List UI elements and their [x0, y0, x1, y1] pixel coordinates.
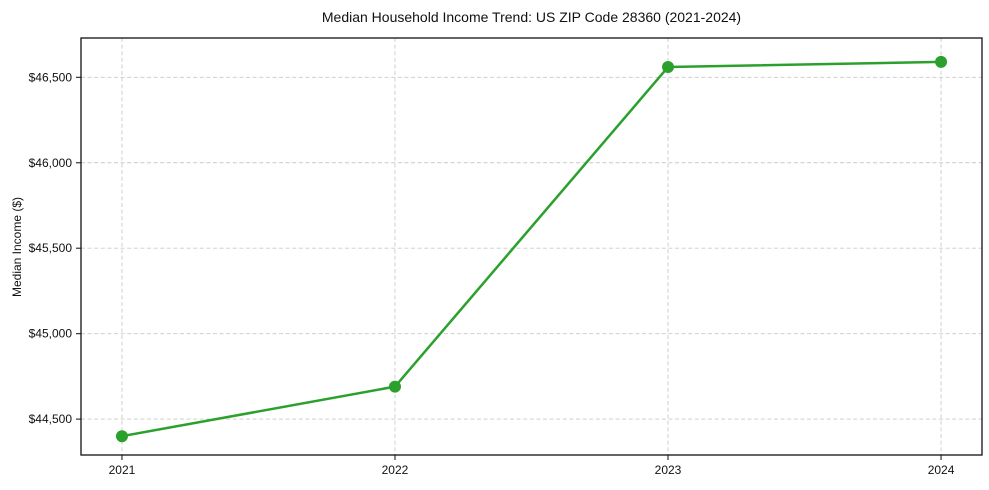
data-point-2021: [115, 430, 128, 443]
y-tick-label: $46,500: [29, 70, 73, 84]
y-axis-label: Median Income ($): [10, 196, 24, 298]
data-point-2024: [935, 55, 948, 68]
x-tick-label: 2022: [382, 463, 409, 477]
y-tick-label: $45,000: [29, 327, 73, 341]
y-tick-label: $44,500: [29, 412, 73, 426]
y-tick-label: $46,000: [29, 156, 73, 170]
data-point-2022: [388, 380, 401, 393]
plot-frame: [80, 37, 983, 456]
trend-line: [120, 60, 943, 438]
chart-title: Median Household Income Trend: US ZIP Co…: [321, 9, 742, 25]
x-tick-label: 2024: [928, 463, 955, 477]
data-point-2023: [662, 61, 675, 74]
x-tick-label: 2021: [109, 463, 136, 477]
y-tick-label: $45,500: [29, 241, 73, 255]
x-tick-label: 2023: [655, 463, 682, 477]
